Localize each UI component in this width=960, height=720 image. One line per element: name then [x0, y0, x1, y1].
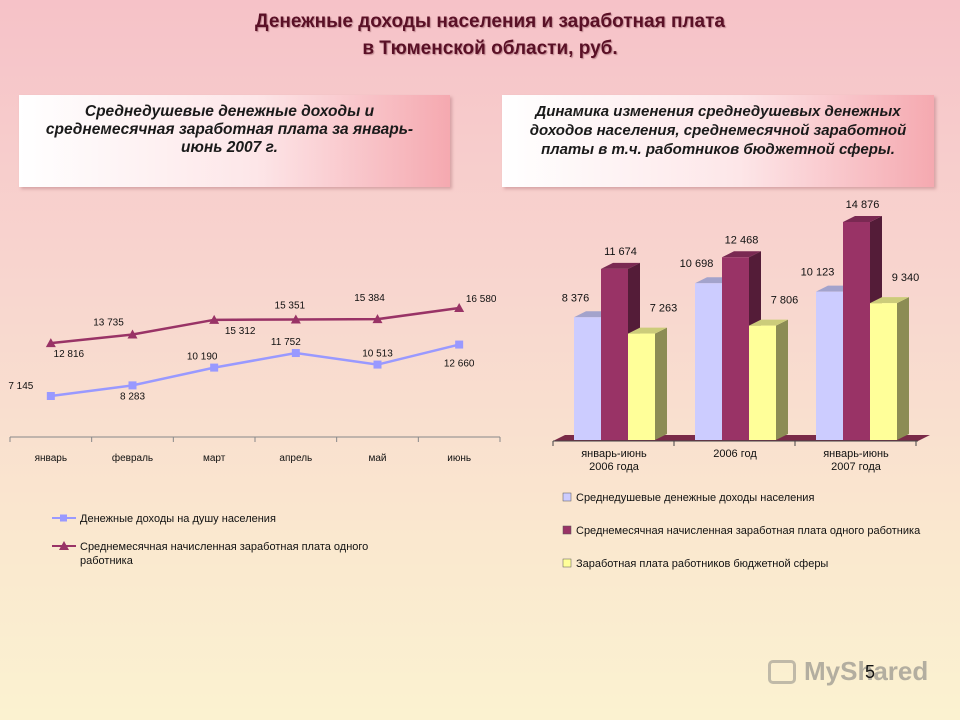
bar-side — [776, 319, 788, 440]
line-legend-label-line: Среднемесячная начисленная заработная пл… — [80, 541, 368, 553]
bar-legend-label: Среднемесячная начисленная заработная пл… — [576, 525, 921, 537]
page-number: 5 — [865, 662, 876, 682]
bar-category-label-line: 2007 года — [831, 461, 882, 473]
line-chart-category-label: апрель — [279, 453, 312, 464]
right-caption-text: Динамика изменения среднедушевых денежны… — [529, 103, 907, 158]
bar — [601, 268, 628, 440]
line-series-2-data-label: 16 580 — [466, 294, 497, 305]
line-series-1-point — [46, 391, 55, 400]
line-series-2-line — [50, 306, 460, 345]
bar-legend-label: Среднедушевые денежные доходы населения — [576, 492, 814, 504]
line-series-2-data-label: 12 816 — [54, 349, 85, 360]
line-series-1-data-label: 12 660 — [444, 359, 475, 370]
line-chart-category-label: июнь — [447, 453, 471, 464]
page-title: Денежные доходы населения и заработная п… — [0, 8, 960, 62]
bar-category-label-line: январь-июнь — [581, 448, 647, 460]
bar-data-label: 12 468 — [725, 234, 759, 246]
line-series-1-data-label: 10 190 — [187, 352, 218, 363]
left-caption-box: Среднедушевые денежные доходы и среднеме… — [19, 95, 450, 187]
bar — [722, 257, 749, 440]
line-legend-label: Денежные доходы на душу населения — [80, 513, 276, 525]
line-chart-category-label: февраль — [112, 452, 153, 464]
bar-side — [897, 297, 909, 440]
bar-legend-label-line: Среднедушевые денежные доходы населения — [576, 492, 814, 504]
bar-side — [655, 327, 667, 440]
line-series-2-data-label: 15 312 — [225, 326, 256, 337]
line-series-1-line — [50, 343, 460, 398]
bar — [749, 325, 776, 440]
line-series-2-point — [127, 329, 138, 339]
left-caption-text: Среднедушевые денежные доходы и среднеме… — [45, 103, 414, 156]
bar-category-label: 2006 год — [713, 448, 757, 460]
bar — [816, 291, 843, 440]
bar-category-label: январь-июнь 2006 года — [581, 448, 647, 473]
bar — [843, 222, 870, 440]
page-title-line1: Денежные доходы населения и заработная п… — [255, 11, 725, 32]
bar-data-label: 9 340 — [892, 272, 920, 284]
bar-top — [601, 262, 640, 269]
line-series-2-point — [209, 314, 220, 324]
bar-category-label-line: 2006 года — [589, 461, 640, 473]
line-legend-label: Среднемесячная начисленная заработная пл… — [80, 541, 368, 567]
watermark-text: MyShared — [804, 656, 929, 686]
bar-data-label: 10 123 — [801, 267, 835, 279]
line-chart-category-label: январь — [35, 453, 67, 464]
line-series-2-point — [372, 314, 383, 324]
bar-data-label: 10 698 — [680, 258, 714, 270]
bar-data-label: 11 674 — [604, 246, 637, 258]
line-series-1-point — [291, 349, 300, 358]
bar-category-label-line: январь-июнь — [823, 448, 889, 460]
bar-legend-label-line: Среднемесячная начисленная заработная пл… — [576, 525, 921, 537]
bar-category-label: январь-июнь 2007 года — [823, 448, 889, 473]
line-series-2-point — [290, 314, 301, 324]
bar — [870, 303, 897, 440]
bar-data-label: 14 876 — [846, 199, 880, 211]
bar-legend-swatch — [562, 558, 572, 568]
bar-top — [843, 216, 882, 222]
bar-data-label: 8 376 — [562, 292, 590, 304]
bar-legend-swatch — [562, 525, 572, 535]
line-series-2-point — [45, 338, 56, 348]
line-series-2-data-label: 15 351 — [275, 300, 306, 311]
right-caption-box: Динамика изменения среднедушевых денежны… — [502, 95, 934, 187]
line-chart-category-label: май — [368, 453, 386, 464]
line-series-1-data-label: 11 752 — [271, 337, 301, 348]
line-series-1-point — [373, 360, 382, 369]
bar — [628, 333, 655, 440]
bar-category-label-line: 2006 год — [713, 448, 757, 460]
bar-top — [749, 319, 788, 326]
page-title-line2: в Тюменской области, руб. — [362, 38, 618, 59]
line-legend-marker — [59, 541, 69, 550]
line-legend-label-line: Денежные доходы на душу населения — [80, 513, 276, 525]
line-series-1-data-label: 8 283 — [120, 391, 145, 402]
line-series-1-data-label: 10 513 — [362, 349, 393, 360]
line-series-1-point — [455, 340, 464, 349]
bar-legend-label: Заработная плата работников бюджетной сф… — [576, 558, 828, 570]
line-series-1-data-label: 7 145 — [8, 381, 33, 392]
line-legend-label-line: работника — [80, 555, 134, 567]
bar-top — [722, 251, 761, 258]
bar-legend-label-line: Заработная плата работников бюджетной сф… — [576, 558, 828, 570]
bar-legend-swatch — [562, 492, 572, 502]
line-series-2-data-label: 15 384 — [354, 293, 385, 304]
watermark-logo: MyShared — [768, 656, 928, 692]
line-chart: январь февраль март апрель май июнь 7 145 8 283… — [8, 293, 501, 567]
presentation-icon — [768, 660, 796, 684]
bar-top — [870, 297, 909, 304]
bar-data-label: 7 806 — [771, 295, 799, 307]
line-chart-category-label: март — [203, 453, 226, 464]
line-series-2-data-label: 13 735 — [93, 318, 124, 329]
line-legend-marker — [60, 514, 67, 522]
bar-data-label: 7 263 — [650, 303, 678, 315]
bar-top — [628, 327, 667, 334]
bar — [695, 283, 722, 440]
line-series-1-point — [128, 381, 137, 390]
line-series-1-point — [210, 363, 219, 372]
line-series-2-point — [454, 303, 465, 312]
bar — [574, 317, 601, 440]
